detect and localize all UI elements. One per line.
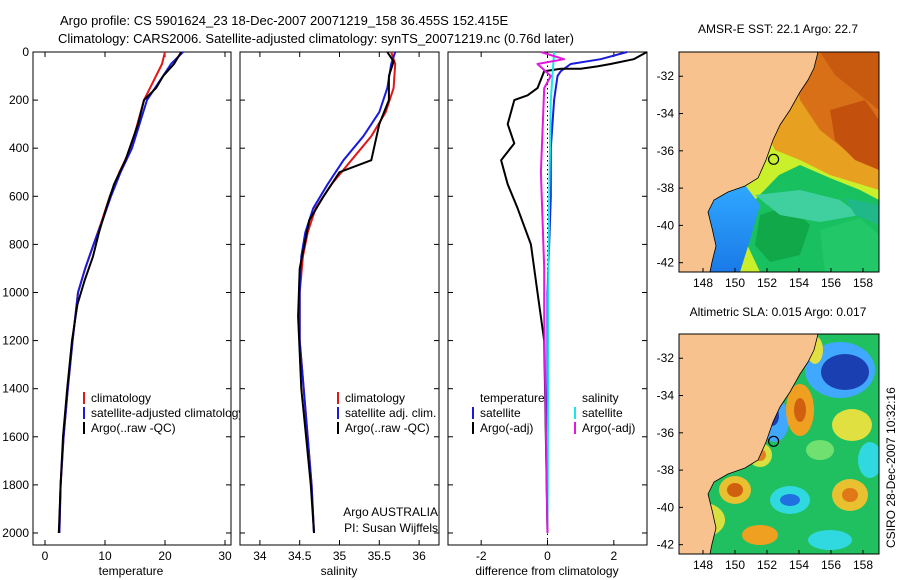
y-tick-label: 1600: [2, 430, 29, 444]
lon-tick-label: 158: [853, 276, 873, 290]
creation-stamp: CSIRO 28-Dec-2007 10:32:16: [884, 387, 898, 548]
lat-tick-label: -36: [657, 144, 675, 158]
lat-tick-label: -36: [657, 426, 675, 440]
lon-tick-label: 156: [821, 558, 841, 572]
y-tick-label: 1800: [2, 478, 29, 492]
salinity-profile-panel: 34 34.5 35 35.5 36 climatology satellite adj…: [239, 51, 440, 578]
series-line-argo-raw-qc-: [297, 51, 395, 534]
y-tick-label: 0: [22, 45, 29, 59]
y-tick-label: 1000: [2, 285, 29, 299]
lat-tick-label: -34: [657, 107, 675, 121]
lat-tick-label: -32: [657, 351, 675, 365]
x-tick-label: 34: [253, 549, 267, 563]
legend-temperature-argo: Argo(-adj): [480, 421, 533, 435]
y-tick-label: 600: [9, 189, 29, 203]
lat-tick-label: -32: [657, 69, 675, 83]
lon-tick-label: 148: [693, 276, 713, 290]
difference-legend: temperature satellite Argo(-adj) salinit…: [472, 391, 635, 435]
y-tick-label: 2000: [2, 526, 29, 540]
x-tick-label: 34.5: [288, 549, 312, 563]
lon-tick-label: 152: [757, 558, 777, 572]
legend-climatology: climatology: [345, 391, 405, 405]
x-tick-label: -2: [476, 549, 487, 563]
series-line-salinity-satellite: [546, 51, 556, 534]
x-tick-label: 20: [158, 549, 172, 563]
legend-temperature-satellite: satellite: [480, 406, 521, 420]
lat-tick-label: -42: [657, 538, 675, 552]
lat-tick-label: -34: [657, 389, 675, 403]
y-tick-label: 1200: [2, 334, 29, 348]
series-line-temperature-argo-adj-: [500, 51, 648, 534]
salinity-legend: climatology satellite adj. clim. Argo(..…: [337, 391, 436, 435]
series-line-argo-raw-qc-: [57, 51, 183, 534]
x-tick-label: 35: [333, 549, 347, 563]
difference-profile-panel: -2 0 2 temperature satellite Argo(-adj) sa…: [447, 51, 648, 578]
temperature-legend: climatology satellite-adjusted climatolo…: [83, 391, 244, 435]
temperature-profile-panel: 0 10 20 30 0 200 400 600 800 1000 1200 1400 1600 1800…: [2, 45, 244, 578]
lon-tick-label: 154: [789, 276, 809, 290]
sst-map-panel: AMSR-E SST: 22.1 Argo: 22.7 148 150 152 154…: [657, 22, 880, 290]
argo-position-marker: [767, 435, 780, 447]
x-axis-label-salinity: salinity: [321, 564, 358, 578]
float-program-label: Argo AUSTRALIA: [343, 505, 438, 519]
lat-tick-label: -40: [657, 218, 675, 232]
legend-argo-raw: Argo(..raw -QC): [345, 421, 430, 435]
series-line-salinity-argo-adj-: [536, 51, 566, 534]
lon-tick-label: 150: [725, 276, 745, 290]
pi-label: PI: Susan Wijffels: [344, 521, 438, 535]
legend-climatology: climatology: [91, 391, 151, 405]
x-axis-label-difference: difference from climatology: [475, 564, 618, 578]
legend-argo-raw: Argo(..raw -QC): [91, 421, 176, 435]
sla-map-land: [679, 334, 819, 554]
lon-tick-label: 150: [725, 558, 745, 572]
lon-tick-label: 158: [853, 558, 873, 572]
argo-position-marker: [767, 153, 780, 165]
figure-title-line1: Argo profile: CS 5901624_23 18-Dec-2007 …: [60, 13, 508, 28]
x-tick-label: 30: [218, 549, 232, 563]
lon-tick-label: 148: [693, 558, 713, 572]
y-tick-label: 1400: [2, 382, 29, 396]
y-tick-label: 400: [9, 141, 29, 155]
x-tick-label: 0: [544, 549, 551, 563]
x-tick-label: 35.5: [368, 549, 392, 563]
sst-map-title: AMSR-E SST: 22.1 Argo: 22.7: [698, 22, 858, 36]
x-tick-label: 2: [610, 549, 617, 563]
sla-map-title: Altimetric SLA: 0.015 Argo: 0.017: [690, 305, 867, 319]
legend-salinity-header: salinity: [582, 391, 619, 405]
y-tick-label: 800: [9, 237, 29, 251]
legend-salinity-satellite: satellite: [582, 406, 623, 420]
y-tick-label: 200: [9, 93, 29, 107]
lat-tick-label: -38: [657, 181, 675, 195]
x-tick-label: 36: [412, 549, 426, 563]
figure-title-line2: Climatology: CARS2006. Satellite-adjuste…: [58, 31, 574, 46]
lat-tick-label: -42: [657, 256, 675, 270]
lat-tick-label: -40: [657, 500, 675, 514]
lon-tick-label: 156: [821, 276, 841, 290]
x-tick-label: 0: [42, 549, 49, 563]
sla-map-panel: Altimetric SLA: 0.015 Argo: 0.017: [657, 305, 880, 572]
x-tick-label: 10: [98, 549, 112, 563]
legend-satellite-adjusted: satellite-adjusted climatology: [91, 406, 244, 420]
sst-map-land: [679, 52, 819, 272]
lat-tick-label: -38: [657, 463, 675, 477]
lon-tick-label: 154: [789, 558, 809, 572]
x-axis-label-temperature: temperature: [99, 564, 164, 578]
lon-tick-label: 152: [757, 276, 777, 290]
legend-temperature-header: temperature: [480, 391, 545, 405]
legend-satellite-adj: satellite adj. clim.: [345, 406, 436, 420]
legend-salinity-argo: Argo(-adj): [582, 421, 635, 435]
